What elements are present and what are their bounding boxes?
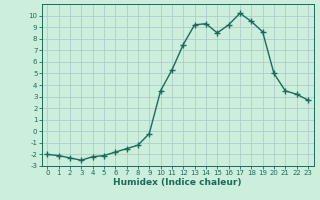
X-axis label: Humidex (Indice chaleur): Humidex (Indice chaleur) bbox=[113, 178, 242, 187]
